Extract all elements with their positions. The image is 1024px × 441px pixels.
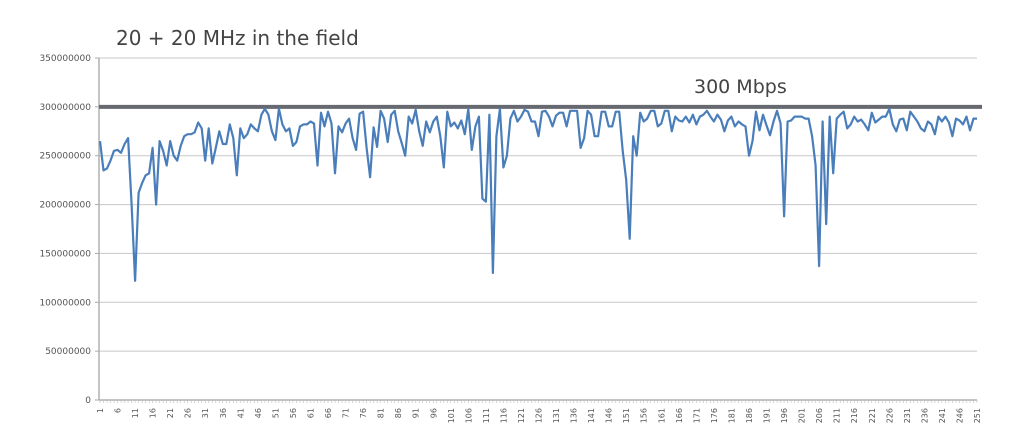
x-tick-label: 181 (727, 408, 736, 423)
reference-line-label: 300 Mbps (694, 76, 787, 98)
x-tick-label: 226 (885, 408, 894, 423)
x-tick-label: 231 (903, 408, 912, 423)
x-tick-label: 86 (394, 408, 403, 418)
x-tick-label: 41 (236, 408, 245, 418)
x-tick-label: 141 (587, 408, 596, 423)
x-tick-label: 246 (955, 408, 964, 423)
x-tick-label: 61 (306, 408, 315, 418)
x-tick-label: 171 (692, 408, 701, 423)
y-tick-label: 100000000 (39, 298, 91, 308)
x-tick-label: 36 (219, 408, 228, 418)
x-tick-label: 91 (412, 408, 421, 418)
x-tick-label: 11 (131, 408, 140, 418)
y-tick-label: 0 (85, 396, 91, 406)
x-tick-label: 221 (868, 408, 877, 423)
x-tick-label: 121 (517, 408, 526, 423)
x-tick-label: 76 (359, 408, 368, 418)
x-tick-label: 161 (657, 408, 666, 423)
x-tick-label: 146 (605, 408, 614, 423)
x-tick-label: 56 (289, 408, 298, 418)
x-tick-label: 81 (377, 408, 386, 418)
x-tick-label: 236 (920, 408, 929, 423)
gridlines (99, 57, 977, 352)
x-tick-label: 101 (447, 408, 456, 423)
x-tick-label: 6 (114, 408, 123, 413)
x-tick-label: 111 (482, 408, 491, 423)
x-axis: 1 6 11 16 21 26 31 36 41 46 51 56 61 66 71 76 81 86 91 96 10… (96, 399, 982, 423)
x-tick-label: 21 (166, 408, 175, 418)
x-tick-label: 46 (254, 408, 263, 418)
x-tick-label: 186 (745, 408, 754, 423)
y-tick-label: 250000000 (39, 152, 91, 162)
x-tick-label: 66 (324, 408, 333, 418)
x-tick-label: 1 (96, 408, 105, 413)
x-tick-label: 51 (271, 408, 280, 418)
y-tick-label: 50000000 (45, 347, 91, 357)
x-tick-label: 216 (850, 408, 859, 423)
y-tick-label: 200000000 (39, 201, 91, 211)
x-tick-label: 71 (342, 408, 351, 418)
x-tick-label: 201 (798, 408, 807, 423)
x-tick-label: 26 (184, 408, 193, 418)
x-tick-label: 116 (499, 408, 508, 423)
x-tick-label: 126 (535, 408, 544, 423)
x-tick-label: 151 (622, 408, 631, 423)
y-tick-label: 350000000 (39, 54, 91, 64)
chart-title: 20 + 20 MHz in the field (116, 26, 359, 50)
y-tick-label: 300000000 (39, 103, 91, 113)
x-tick-label: 106 (464, 408, 473, 423)
y-axis: 0 50000000 100000000 150000000 200000000 2500… (39, 54, 100, 406)
x-tick-label: 16 (149, 408, 158, 418)
x-tick-label: 31 (201, 408, 210, 418)
x-tick-label: 191 (763, 408, 772, 423)
x-tick-label: 131 (552, 408, 561, 423)
x-tick-label: 176 (710, 408, 719, 423)
x-tick-label: 96 (429, 408, 438, 418)
throughput-series-line (98, 107, 977, 282)
x-tick-label: 251 (973, 408, 982, 423)
x-tick-label: 211 (833, 408, 842, 423)
x-tick-label: 206 (815, 408, 824, 423)
x-tick-label: 136 (570, 408, 579, 423)
x-tick-label: 166 (675, 408, 684, 423)
x-tick-label: 241 (938, 408, 947, 423)
x-tick-label: 156 (640, 408, 649, 423)
x-tick-label: 196 (780, 408, 789, 423)
y-tick-label: 150000000 (39, 249, 91, 259)
